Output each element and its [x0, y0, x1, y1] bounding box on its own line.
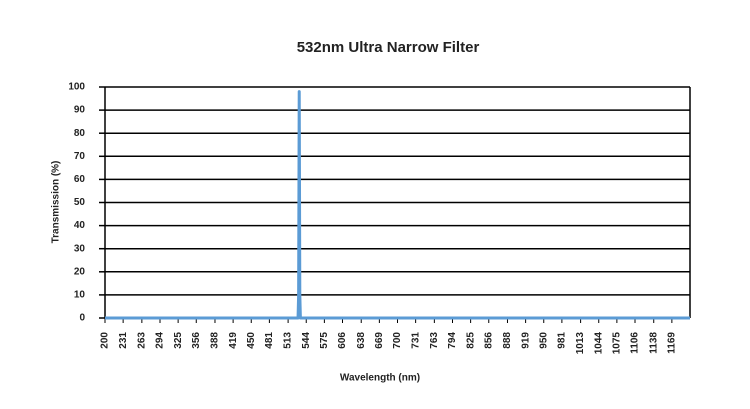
y-tick-label: 10: [74, 290, 86, 301]
x-tick-label: 419: [228, 332, 239, 349]
x-tick-label: 981: [557, 332, 568, 349]
x-tick-label: 294: [155, 332, 166, 349]
x-tick-label: 544: [301, 332, 312, 349]
x-tick-label: 919: [520, 332, 531, 349]
x-tick-label: 794: [447, 332, 458, 349]
x-tick-label: 263: [136, 332, 147, 349]
x-tick-label: 731: [410, 332, 421, 349]
x-tick-label: 638: [356, 332, 367, 349]
y-tick-label: 90: [74, 105, 86, 116]
x-axis-label: Wavelength (nm): [340, 373, 420, 384]
x-tick-label: 1044: [593, 332, 604, 355]
x-tick-label: 481: [264, 332, 275, 349]
x-tick-label: 450: [246, 332, 257, 349]
y-tick-label: 70: [74, 151, 86, 162]
x-tick-label: 606: [337, 332, 348, 349]
x-tick-label: 1075: [612, 332, 623, 355]
x-tick-label: 763: [429, 332, 440, 349]
y-axis-label: Transmission (%): [51, 161, 62, 244]
x-tick-label: 388: [210, 332, 221, 349]
line-series: [105, 90, 690, 320]
y-tick-label: 0: [79, 313, 85, 324]
x-tick-label: 669: [374, 332, 385, 349]
x-tick-label: 356: [191, 332, 202, 349]
y-tick-label: 20: [74, 266, 86, 277]
x-tick-label: 231: [118, 332, 129, 349]
x-tick-label: 856: [483, 332, 494, 349]
y-tick-label: 30: [74, 243, 86, 254]
x-tick-label: 1013: [575, 332, 586, 355]
y-tick-label: 60: [74, 174, 86, 185]
x-tick-label: 888: [502, 332, 513, 349]
x-tick-label: 1138: [648, 332, 659, 354]
x-tick-label: 950: [538, 332, 549, 349]
y-tick-label: 80: [74, 128, 86, 139]
x-tick-label: 1106: [630, 332, 641, 354]
x-tick-label: 700: [392, 332, 403, 349]
x-tick-label: 575: [319, 332, 330, 349]
y-tick-label: 50: [74, 197, 86, 208]
chart-title: 532nm Ultra Narrow Filter: [297, 39, 480, 56]
y-tick-label: 40: [74, 220, 86, 231]
x-tick-label: 325: [173, 332, 184, 349]
x-tick-label: 513: [283, 332, 294, 349]
x-tick-label: 200: [100, 332, 111, 349]
y-tick-label: 100: [68, 82, 85, 93]
x-tick-label: 825: [465, 332, 476, 349]
x-tick-label: 1169: [667, 332, 678, 354]
